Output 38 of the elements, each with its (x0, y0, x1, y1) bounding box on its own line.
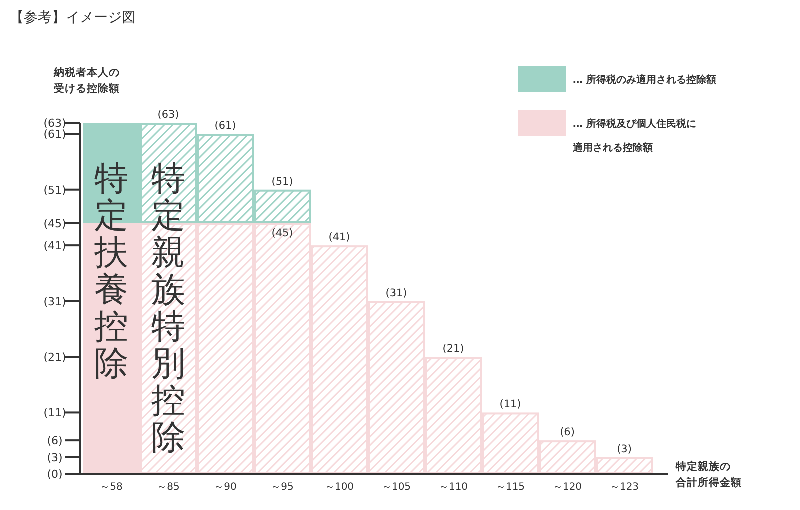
y-tick-label: (61) (44, 128, 66, 142)
y-tick-label: (3) (47, 451, 63, 464)
y-tick-label: (41) (44, 240, 66, 253)
total-label: (41) (328, 232, 350, 244)
x-tick-label: ～58 (100, 482, 123, 493)
y-tick-label: (31) (44, 295, 66, 308)
x-tick-label: ～95 (271, 482, 294, 493)
y-tick-label: (21) (44, 351, 66, 364)
x-tick-label: ～85 (157, 482, 180, 493)
x-tick-label: ～115 (496, 482, 526, 493)
annotation: 特定親族特別控除 (152, 159, 186, 458)
x-tick-label: ～90 (214, 482, 237, 493)
y-tick-label: (51) (44, 184, 66, 197)
annotation: 特定扶養控除 (94, 159, 128, 384)
legend-label: … 所得税のみ適用される控除額 (573, 74, 716, 86)
total-label: (3) (617, 443, 632, 456)
total-label: (21) (442, 343, 464, 355)
x-tick-label: ～110 (438, 482, 468, 493)
y-axis-title: 納税者本人の受ける控除額 (53, 66, 120, 95)
data-label: (45) (272, 227, 294, 240)
y-tick-label: (45) (44, 217, 66, 230)
x-tick-label: ～105 (382, 482, 412, 493)
total-label: (11) (500, 398, 522, 411)
chart-title: 【参考】イメージ図 (10, 10, 136, 26)
y-tick-label: (11) (44, 406, 66, 420)
y-tick-label: (63) (44, 117, 66, 130)
total-label: (63) (158, 109, 180, 121)
x-tick-label: ～123 (610, 482, 640, 493)
x-tick-label: ～100 (324, 482, 354, 493)
total-label: (6) (560, 426, 575, 439)
x-axis-title: 特定親族の合計所得金額 (675, 460, 742, 489)
text: … 所得税及び個人住民税に適用される控除額 (573, 119, 696, 154)
y-tick-label: (6) (47, 434, 63, 448)
total-label: (31) (386, 287, 408, 300)
y-tick-label: (0) (47, 468, 63, 481)
x-tick-label: ～120 (552, 482, 582, 493)
total-label: (61) (214, 120, 236, 132)
total-label: (51) (272, 176, 294, 188)
